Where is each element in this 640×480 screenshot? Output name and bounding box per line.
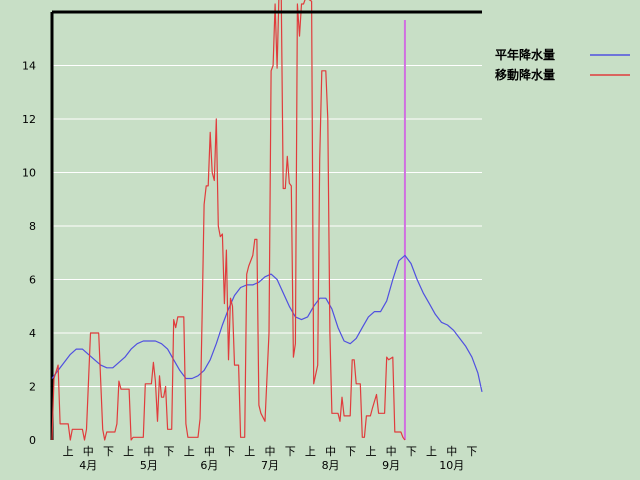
y-tick-label: 10 [22, 167, 36, 180]
x-period-tick: 上 [365, 445, 376, 458]
x-period-tick: 中 [386, 445, 397, 458]
x-month-label: 10月 [439, 459, 464, 472]
x-month-label: 5月 [140, 459, 158, 472]
x-tick-labels: 上中下上中下上中下上中下上中下上中下上中下4月 5月 6月 7月 8月 9月 10月 [63, 445, 478, 472]
x-period-tick: 中 [325, 445, 336, 458]
x-period-tick: 上 [244, 445, 255, 458]
x-period-tick: 中 [143, 445, 154, 458]
legend-label: 平年降水量 [495, 47, 555, 62]
series-lines [51, 0, 483, 441]
x-period-tick: 下 [466, 445, 477, 458]
x-month-label: 8月 [322, 459, 340, 472]
x-period-tick: 中 [204, 445, 215, 458]
y-tick-label: 2 [29, 381, 36, 394]
x-period-tick: 上 [123, 445, 134, 458]
x-month-label: 4月 [79, 459, 97, 472]
x-period-tick: 上 [305, 445, 316, 458]
y-tick-label: 6 [29, 274, 36, 287]
series-line-moving-precipitation [51, 0, 406, 441]
x-period-tick: 上 [184, 445, 195, 458]
x-period-tick: 下 [224, 445, 235, 458]
y-tick-label: 12 [22, 113, 36, 126]
y-tick-labels: 0 2 4 6 8 10 12 14 [22, 60, 36, 448]
x-period-tick: 中 [83, 445, 94, 458]
x-month-label: 9月 [382, 459, 400, 472]
x-month-label: 6月 [200, 459, 218, 472]
x-month-label: 7月 [261, 459, 279, 472]
x-period-tick: 下 [406, 445, 417, 458]
legend-label: 移動降水量 [495, 67, 555, 82]
x-period-tick: 下 [285, 445, 296, 458]
x-period-tick: 上 [63, 445, 74, 458]
series-line-normal-precipitation [51, 254, 483, 393]
x-period-tick: 中 [265, 445, 276, 458]
x-period-tick: 下 [345, 445, 356, 458]
grid-lines [52, 65, 482, 387]
x-period-tick: 下 [164, 445, 175, 458]
y-tick-label: 14 [22, 60, 36, 73]
x-period-tick: 上 [426, 445, 437, 458]
y-tick-label: 4 [29, 327, 36, 340]
y-tick-label: 0 [29, 434, 36, 447]
x-period-tick: 下 [103, 445, 114, 458]
y-tick-label: 8 [29, 220, 36, 233]
x-period-tick: 中 [446, 445, 457, 458]
